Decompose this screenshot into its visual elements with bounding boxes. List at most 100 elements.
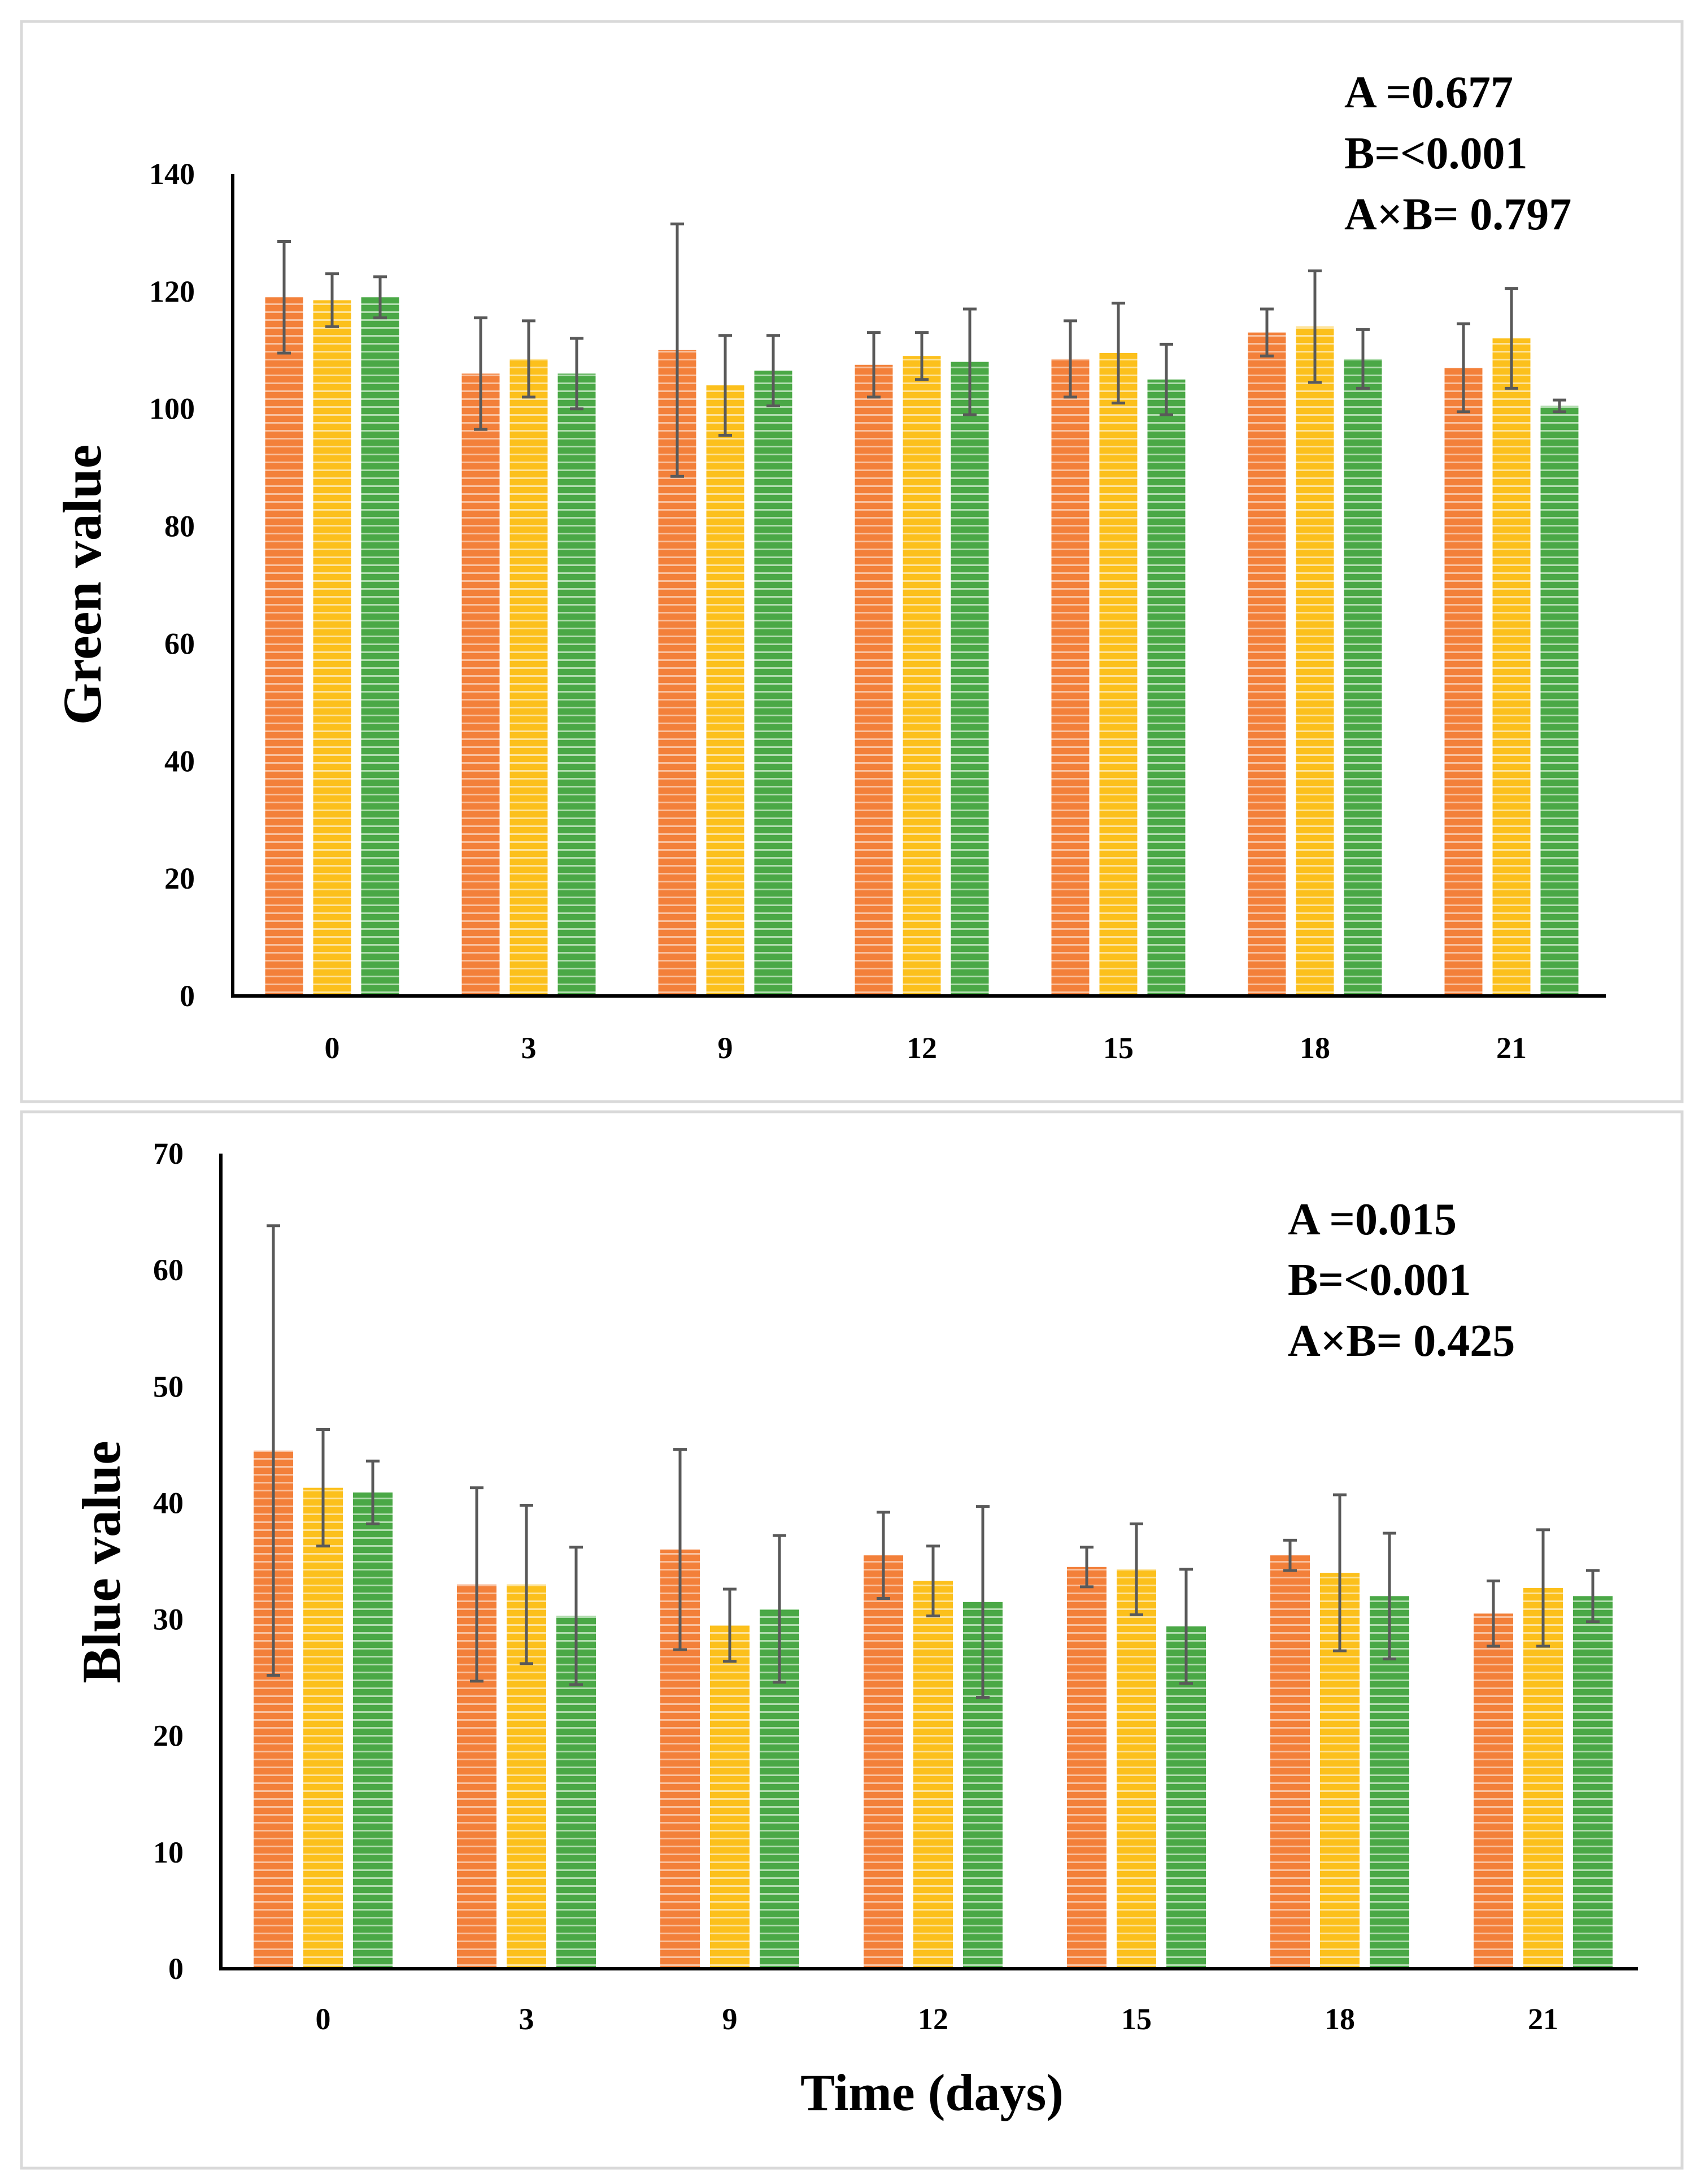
blue-x-tick-label: 12 [918,2002,948,2036]
blue-bar-day-12-series-1 [864,1555,903,1969]
blue-error-bar-day-15-series-2 [1130,1522,1143,1616]
green-error-bar-day-21-series-3 [1553,398,1566,414]
blue-y-tick-label: 30 [153,1603,184,1637]
blue-stat-axb: A×B= 0.425 [1288,1316,1515,1366]
green-error-bar-day-21-series-2 [1505,287,1518,390]
blue-error-bar-day-12-series-1 [877,1511,890,1600]
blue-bar-day-0-series-3 [353,1492,393,1969]
green-error-bar-day-15-series-1 [1064,319,1077,399]
blue-bar-day-21-series-2 [1523,1587,1563,1969]
blue-y-tick-label: 20 [153,1719,184,1753]
blue-x-tick-label: 15 [1121,2002,1152,2036]
blue-error-bar-day-0-series-3 [366,1459,380,1526]
green-error-bar-day-0-series-3 [373,275,387,320]
green-bar-day-0-series-3 [361,297,399,996]
green-error-bar-day-18-series-3 [1356,328,1370,390]
green-error-bar-day-9-series-2 [718,334,732,437]
green-bar-day-9-series-3 [754,371,792,997]
blue-error-bar-day-3-series-2 [520,1504,533,1665]
blue-bar-day-18-series-1 [1270,1555,1310,1969]
green-bar-day-0-series-2 [313,300,351,996]
green-error-bar-day-12-series-1 [867,331,881,399]
green-x-tick-label: 3 [521,1031,537,1065]
green-error-bar-day-18-series-2 [1308,269,1322,384]
blue-y-tick-label: 70 [153,1137,184,1171]
blue-error-bar-day-9-series-1 [673,1448,687,1651]
green-bar-day-3-series-1 [461,373,500,996]
green-error-bar-day-9-series-3 [766,334,780,408]
green-bar-day-3-series-3 [557,373,596,996]
blue-bar-day-21-series-1 [1474,1613,1513,1969]
blue-error-bar-day-21-series-1 [1487,1580,1500,1648]
green-x-tick-label: 21 [1496,1031,1527,1065]
green-y-tick-label: 40 [164,744,195,778]
green-bar-day-15-series-1 [1051,359,1090,996]
blue-bar-day-0-series-2 [303,1487,343,1969]
green-bar-day-12-series-3 [951,362,989,996]
green-x-tick-label: 18 [1300,1031,1330,1065]
x-axis-label: Time (days) [800,2064,1064,2121]
blue-error-bar-day-18-series-1 [1283,1538,1297,1572]
blue-bar-day-9-series-2 [710,1625,750,1969]
blue-x-tick-label: 0 [316,2002,331,2036]
green-chart-panel: 0 20 40 60 80 100 120 140 0 3 9 12 15 18 21 Green valu… [20,20,1684,1103]
blue-error-bar-day-12-series-3 [976,1505,990,1699]
blue-y-tick-label: 0 [168,1952,184,1986]
blue-y-axis-label: Blue value [71,1441,132,1683]
blue-error-bar-day-15-series-3 [1179,1568,1193,1685]
green-bar-day-9-series-2 [706,385,744,997]
blue-y-tick-label: 40 [153,1486,184,1520]
green-bar-day-12-series-1 [855,364,893,997]
green-bar-day-12-series-2 [903,356,941,996]
green-y-tick-label: 60 [164,627,195,660]
green-error-bar-day-3-series-3 [570,337,583,411]
green-bar-day-21-series-1 [1444,367,1483,996]
blue-error-bar-day-9-series-3 [773,1534,786,1684]
green-error-bar-day-9-series-1 [670,222,684,478]
blue-error-bar-day-9-series-2 [723,1587,737,1663]
green-bar-day-0-series-1 [265,297,303,996]
blue-error-bar-day-18-series-3 [1383,1532,1396,1661]
green-x-tick-label: 15 [1103,1031,1134,1065]
green-bar-day-3-series-2 [509,359,548,996]
blue-x-tick-label: 21 [1528,2002,1558,2036]
green-x-tick-label: 12 [907,1031,937,1065]
green-bar-day-15-series-3 [1147,379,1186,996]
blue-y-tick-label: 10 [153,1835,184,1869]
blue-x-tick-label: 18 [1325,2002,1355,2036]
blue-bar-day-12-series-2 [913,1581,953,1969]
green-error-bar-day-0-series-1 [277,240,291,355]
green-chart-plot: 0 20 40 60 80 100 120 140 0 3 9 12 15 18 21 [149,157,1606,1065]
blue-error-bar-day-3-series-1 [470,1486,483,1683]
green-y-tick-label: 140 [149,157,195,191]
green-error-bar-day-12-series-2 [915,331,929,381]
green-stat-b: B=<0.001 [1344,129,1528,179]
blue-bar-day-15-series-2 [1117,1569,1156,1969]
green-error-bar-day-3-series-2 [522,319,535,399]
green-bar-day-18-series-3 [1344,359,1382,996]
blue-y-tick-label: 50 [153,1369,184,1403]
green-y-tick-label: 120 [149,275,195,308]
blue-bar-day-21-series-3 [1573,1596,1613,1969]
blue-x-tick-label: 9 [722,2002,738,2036]
green-error-bar-day-15-series-3 [1160,342,1173,416]
green-error-bar-day-12-series-3 [963,307,977,416]
blue-stat-a: A =0.015 [1288,1195,1457,1245]
blue-error-bar-day-15-series-1 [1080,1546,1094,1589]
green-y-tick-label: 80 [164,510,195,543]
blue-stat-b: B=<0.001 [1288,1255,1471,1305]
blue-error-bar-day-21-series-3 [1586,1569,1600,1624]
blue-error-bar-day-0-series-1 [267,1224,280,1677]
blue-chart-plot: 0 10 20 30 40 50 60 70 0 3 9 12 15 18 21 [153,1137,1638,2036]
green-bar-day-15-series-2 [1099,353,1138,996]
green-error-bar-day-15-series-2 [1112,302,1125,404]
green-error-bar-day-3-series-1 [474,316,487,431]
green-bar-day-18-series-1 [1248,332,1286,996]
blue-chart-panel: 0 10 20 30 40 50 60 70 0 3 9 12 15 18 21 Blue value Ti… [20,1110,1684,2170]
blue-error-bar-day-21-series-2 [1536,1528,1550,1648]
green-stat-axb: A×B= 0.797 [1344,190,1571,240]
green-bar-day-21-series-2 [1492,338,1531,996]
green-bar-day-18-series-2 [1296,327,1334,996]
green-error-bar-day-18-series-1 [1260,307,1274,358]
